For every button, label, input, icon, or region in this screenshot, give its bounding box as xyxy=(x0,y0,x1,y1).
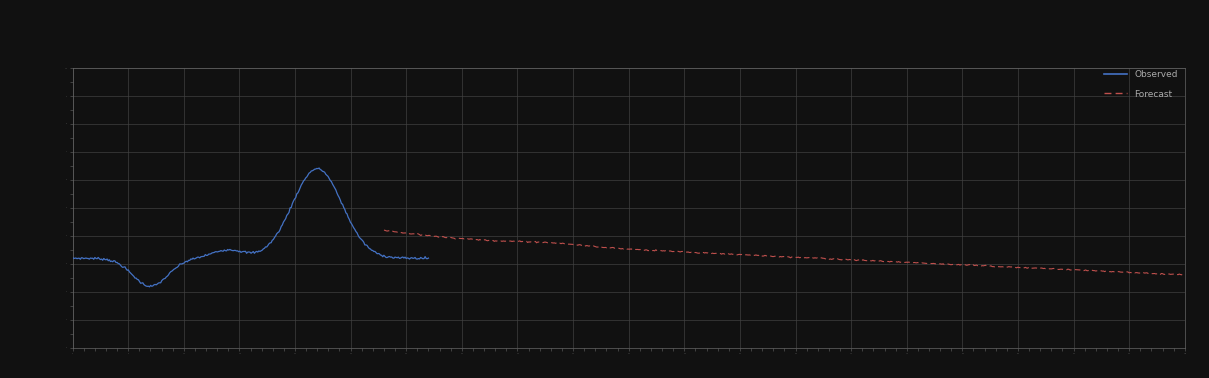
Legend: Observed, Forecast: Observed, Forecast xyxy=(1101,67,1180,101)
